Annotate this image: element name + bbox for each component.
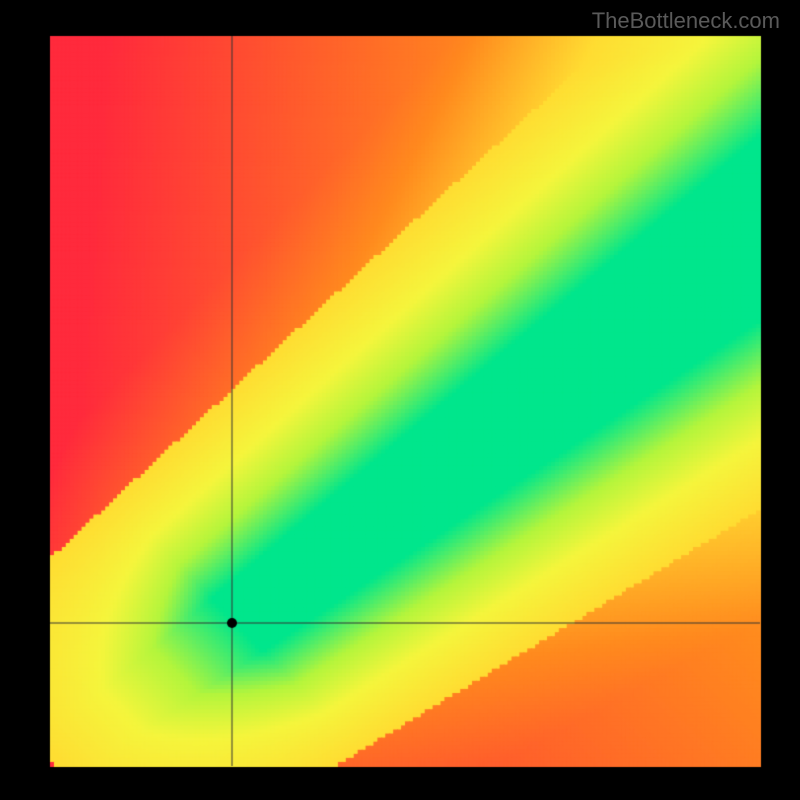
watermark-text: TheBottleneck.com (592, 8, 780, 34)
bottleneck-heatmap (0, 0, 800, 800)
